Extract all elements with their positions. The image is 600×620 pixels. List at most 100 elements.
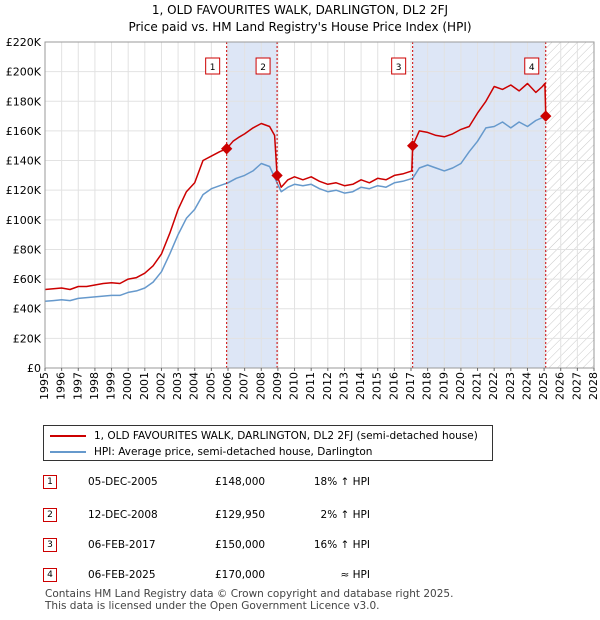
sale-marker-badge [391, 57, 407, 75]
hpi-series-line [44, 115, 547, 303]
x-tick-label: 1999 [105, 372, 118, 400]
sale-row: 1 05-DEC-2005 £148,000 18% ↑ HPI [43, 473, 493, 493]
plot-frame [44, 41, 595, 369]
legend-item-property: 1, OLD FAVOURITES WALK, DARLINGTON, DL2 … [50, 428, 478, 444]
x-tick-label: 2011 [304, 372, 317, 400]
sale-marker-badge [524, 57, 540, 75]
y-tick-label: £120K [6, 184, 42, 197]
legend-swatch-property [50, 435, 86, 437]
y-axis-ticks: £0 £20K £40K £60K £80K £100K £120K £140K £160K £1… [6, 36, 42, 375]
x-tick-label: 2022 [487, 372, 500, 400]
footer-line-licence: This data is licensed under the Open Gov… [45, 600, 380, 612]
x-tick-label: 2006 [221, 372, 234, 400]
x-tick-label: 2028 [587, 372, 600, 400]
x-tick-label: 1996 [55, 372, 68, 400]
ownership-period-band [226, 42, 278, 368]
series-lines [44, 82, 547, 303]
y-tick-label: £40K [13, 303, 42, 316]
y-tick-label: £200K [6, 66, 42, 79]
y-tick-label: £0 [27, 362, 41, 375]
x-tick-label: 2010 [288, 372, 301, 400]
sale-markers: 1 2 3 4 [205, 42, 552, 368]
y-tick-label: £80K [13, 243, 42, 256]
future-hatch-area [545, 42, 594, 368]
x-tick-label: 2000 [121, 372, 134, 400]
sale-price: £170,000 [215, 569, 266, 581]
x-tick-label: 2025 [537, 372, 550, 400]
x-tick-label: 2017 [404, 372, 417, 400]
x-tick-label: 2005 [204, 372, 217, 400]
x-tick-label: 2001 [138, 372, 151, 400]
x-tick-label: 2008 [254, 372, 267, 400]
sale-marker-label: 3 [396, 63, 402, 73]
x-tick-label: 1998 [88, 372, 101, 400]
sale-date: 12-DEC-2008 [88, 509, 158, 521]
footer-attribution: Contains HM Land Registry data © Crown c… [45, 588, 453, 612]
x-tick-label: 1997 [71, 372, 84, 400]
x-tick-label: 2016 [387, 372, 400, 400]
sale-date: 06-FEB-2017 [88, 539, 156, 551]
sale-number-badge: 4 [43, 568, 57, 582]
sale-row: 3 06-FEB-2017 £150,000 16% ↑ HPI [43, 536, 493, 556]
chart-subtitle: Price paid vs. HM Land Registry's House … [128, 20, 471, 34]
sale-marker-point [407, 140, 419, 152]
sale-marker-label: 2 [260, 63, 266, 73]
y-tick-label: £20K [13, 332, 42, 345]
sale-price: £148,000 [215, 476, 266, 488]
x-tick-label: 2007 [238, 372, 251, 400]
sale-number-badge: 1 [43, 475, 57, 489]
x-tick-label: 2012 [321, 372, 334, 400]
sale-number-badge: 2 [43, 508, 57, 522]
sale-hpi-comparison: 16% ↑ HPI [313, 539, 370, 551]
x-tick-label: 2027 [570, 372, 583, 400]
y-tick-label: £220K [6, 36, 42, 49]
ownership-shading [226, 42, 594, 368]
sale-hpi-comparison: ≈ HPI [340, 569, 370, 581]
x-tick-label: 2021 [471, 372, 484, 400]
x-tick-label: 2003 [171, 372, 184, 400]
sale-date: 06-FEB-2025 [88, 569, 156, 581]
x-tick-label: 2004 [188, 372, 201, 400]
x-tick-label: 2015 [371, 372, 384, 400]
sale-marker-point [271, 169, 283, 182]
x-tick-label: 2009 [271, 372, 284, 400]
sale-hpi-comparison: 18% ↑ HPI [313, 476, 370, 488]
sale-row: 2 12-DEC-2008 £129,950 2% ↑ HPI [43, 506, 493, 526]
y-tick-label: £140K [6, 155, 42, 168]
x-tick-label: 2014 [354, 372, 367, 400]
sale-marker-label: 4 [529, 63, 535, 73]
legend-label-property: 1, OLD FAVOURITES WALK, DARLINGTON, DL2 … [94, 430, 478, 442]
x-tick-label: 2024 [520, 372, 533, 400]
footer-line-copyright: Contains HM Land Registry data © Crown c… [45, 588, 454, 600]
x-tick-label: 1995 [38, 372, 51, 400]
sale-marker-label: 1 [210, 63, 216, 73]
x-tick-label: 2018 [421, 372, 434, 400]
sale-marker-badge [255, 57, 271, 75]
x-tick-label: 2013 [337, 372, 350, 400]
legend-item-hpi: HPI: Average price, semi-detached house,… [50, 444, 372, 460]
sale-price: £150,000 [215, 539, 266, 551]
legend: 1, OLD FAVOURITES WALK, DARLINGTON, DL2 … [43, 425, 493, 461]
y-tick-label: £100K [6, 214, 42, 227]
x-axis-ticks: 1995 1996 1997 1998 1999 2000 2001 2002 2003 2004… [38, 368, 600, 400]
sale-marker-point [221, 143, 233, 155]
y-tick-label: £160K [6, 125, 42, 138]
legend-swatch-hpi [50, 451, 86, 453]
legend-label-hpi: HPI: Average price, semi-detached house,… [94, 446, 373, 458]
x-tick-label: 2019 [437, 372, 450, 400]
y-tick-label: £60K [13, 273, 42, 286]
sale-date: 05-DEC-2005 [88, 476, 158, 488]
price-chart: 1, OLD FAVOURITES WALK, DARLINGTON, DL2 … [6, 3, 600, 400]
sale-marker-badge [205, 57, 221, 75]
chart-title: 1, OLD FAVOURITES WALK, DARLINGTON, DL2 … [152, 3, 448, 17]
sale-row: 4 06-FEB-2025 £170,000 ≈ HPI [43, 566, 493, 586]
x-tick-label: 2026 [554, 372, 567, 400]
y-tick-label: £180K [6, 95, 42, 108]
property-series-line [44, 82, 547, 291]
x-tick-label: 2023 [504, 372, 517, 400]
x-tick-label: 2020 [454, 372, 467, 400]
sale-price: £129,950 [215, 509, 266, 521]
sale-hpi-comparison: 2% ↑ HPI [320, 509, 370, 521]
sale-number-badge: 3 [43, 538, 57, 552]
ownership-period-band [412, 42, 546, 368]
